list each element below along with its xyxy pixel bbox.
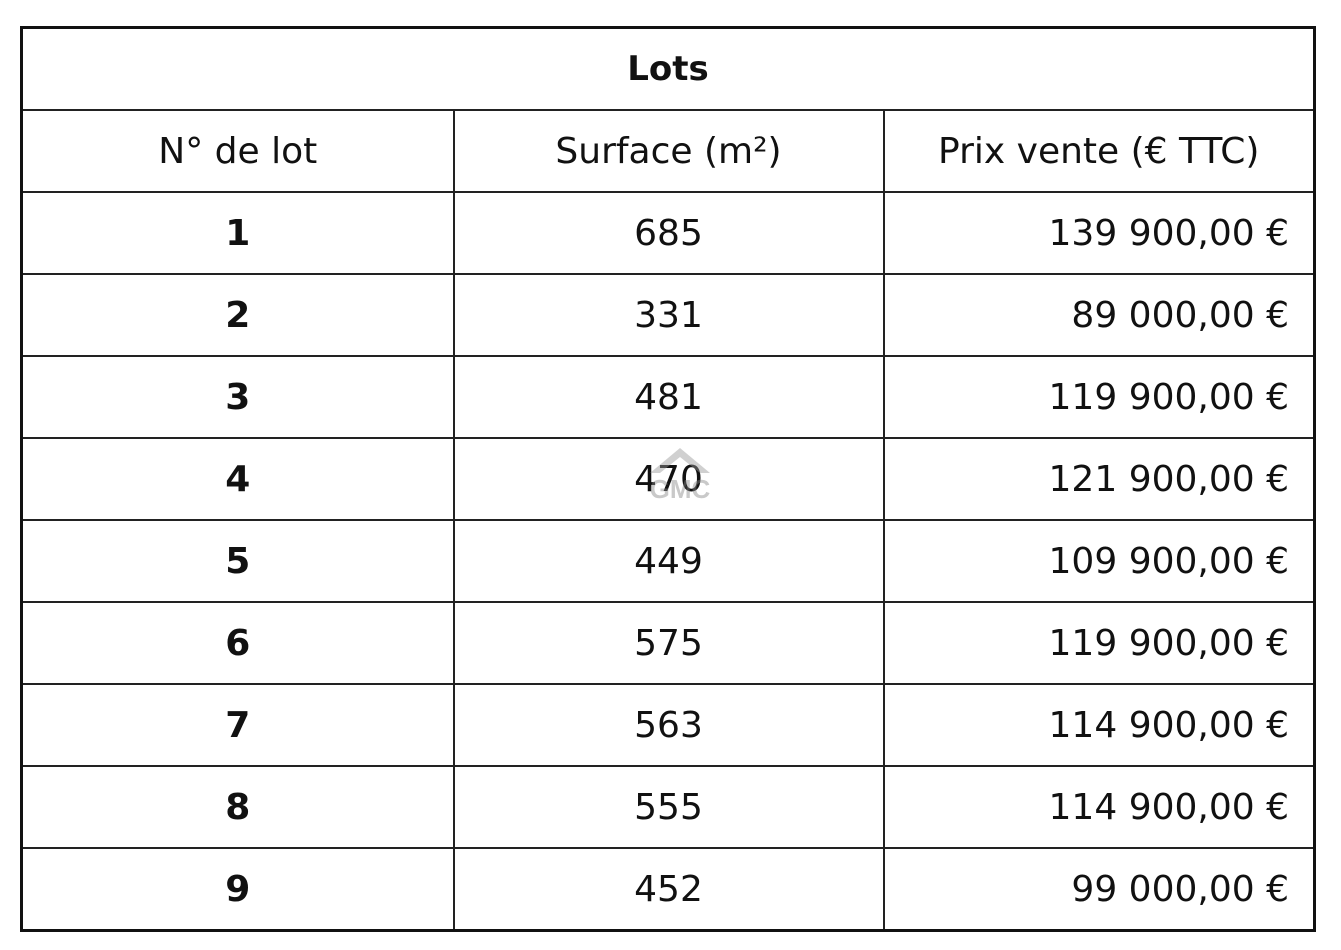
title-row: Lots (20, 26, 1316, 111)
price-cell: 109 900,00 € (882, 519, 1316, 603)
table-row: 5 449 109 900,00 € (20, 519, 1316, 603)
table-row: 8 555 114 900,00 € (20, 765, 1316, 849)
lot-number-cell: 7 (20, 683, 455, 767)
surface-cell: 575 (452, 601, 885, 685)
lot-number-cell: 9 (20, 847, 455, 932)
table-row: 6 575 119 900,00 € (20, 601, 1316, 685)
surface-cell: 555 (452, 765, 885, 849)
surface-cell: 685 (452, 191, 885, 275)
price-cell: 114 900,00 € (882, 765, 1316, 849)
table-row: 7 563 114 900,00 € (20, 683, 1316, 767)
price-cell: 119 900,00 € (882, 355, 1316, 439)
table-row: 3 481 119 900,00 € (20, 355, 1316, 439)
lot-number-cell: 6 (20, 601, 455, 685)
surface-cell: 470 (452, 437, 885, 521)
lot-number-cell: 8 (20, 765, 455, 849)
surface-cell: 563 (452, 683, 885, 767)
lot-number-cell: 1 (20, 191, 455, 275)
lots-table: Lots N° de lot Surface (m²) Prix vente (… (20, 26, 1316, 932)
price-cell: 121 900,00 € (882, 437, 1316, 521)
column-header-lot: N° de lot (20, 109, 455, 193)
table-row: 2 331 89 000,00 € (20, 273, 1316, 357)
table-row: 4 470 121 900,00 € (20, 437, 1316, 521)
surface-cell: 331 (452, 273, 885, 357)
table-title: Lots (20, 26, 1316, 111)
column-header-surface: Surface (m²) (452, 109, 885, 193)
table-row: 9 452 99 000,00 € (20, 847, 1316, 932)
surface-cell: 481 (452, 355, 885, 439)
price-cell: 139 900,00 € (882, 191, 1316, 275)
price-cell: 89 000,00 € (882, 273, 1316, 357)
price-cell: 99 000,00 € (882, 847, 1316, 932)
surface-cell: 452 (452, 847, 885, 932)
price-cell: 114 900,00 € (882, 683, 1316, 767)
column-header-price: Prix vente (€ TTC) (882, 109, 1316, 193)
table-row: 1 685 139 900,00 € (20, 191, 1316, 275)
lot-number-cell: 2 (20, 273, 455, 357)
lot-number-cell: 3 (20, 355, 455, 439)
surface-cell: 449 (452, 519, 885, 603)
header-row: N° de lot Surface (m²) Prix vente (€ TTC… (20, 109, 1316, 193)
price-cell: 119 900,00 € (882, 601, 1316, 685)
lot-number-cell: 5 (20, 519, 455, 603)
lot-number-cell: 4 (20, 437, 455, 521)
